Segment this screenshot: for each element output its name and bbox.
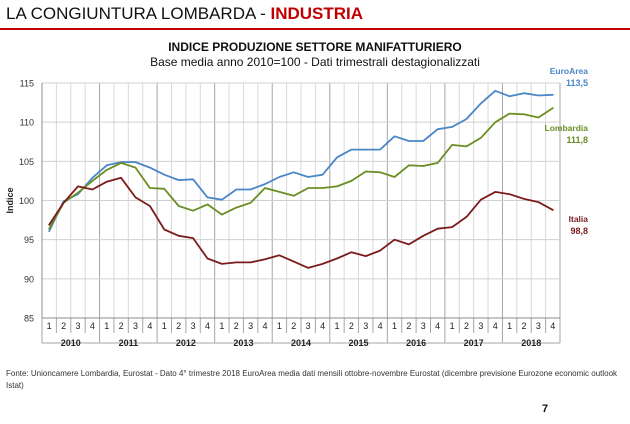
quarter-tick-label: 2	[349, 321, 354, 331]
quarter-tick-label: 3	[478, 321, 483, 331]
series-line-euroarea	[48, 89, 554, 233]
grid-lines	[41, 82, 561, 343]
chart-subtitle: Base media anno 2010=100 - Dati trimestr…	[150, 55, 480, 69]
quarter-tick-label: 3	[75, 321, 80, 331]
year-tick-label: 2016	[406, 338, 426, 348]
quarter-tick-label: 4	[147, 321, 152, 331]
quarter-tick-label: 1	[104, 321, 109, 331]
year-tick-label: 2015	[349, 338, 369, 348]
quarter-tick-label: 4	[435, 321, 440, 331]
quarter-tick-label: 3	[248, 321, 253, 331]
y-tick-label: 110	[20, 118, 34, 128]
quarter-tick-label: 3	[421, 321, 426, 331]
quarter-tick-label: 3	[536, 321, 541, 331]
y-tick-label: 100	[19, 196, 34, 206]
year-tick-label: 2012	[176, 338, 196, 348]
y-tick-label: 105	[19, 157, 34, 167]
quarter-tick-label: 4	[493, 321, 498, 331]
quarter-tick-label: 3	[133, 321, 138, 331]
y-tick-label: 95	[24, 235, 34, 245]
quarter-tick-label: 2	[176, 321, 181, 331]
quarter-tick-label: 3	[363, 321, 368, 331]
quarter-tick-label: 2	[291, 321, 296, 331]
y-tick-label: 115	[20, 79, 34, 89]
y-tick-label: 90	[24, 274, 34, 284]
series-end-label-lombardia: Lombardia	[545, 123, 589, 133]
quarter-tick-label: 1	[392, 321, 397, 331]
page-number: 7	[542, 403, 549, 415]
quarter-tick-label: 2	[234, 321, 239, 331]
quarter-tick-label: 1	[334, 321, 339, 331]
series-end-value-italia: 98,8	[570, 226, 588, 236]
year-tick-label: 2017	[464, 338, 484, 348]
quarter-tick-label: 1	[450, 321, 455, 331]
year-tick-label: 2014	[291, 338, 311, 348]
quarter-tick-label: 4	[320, 321, 325, 331]
quarter-tick-label: 2	[406, 321, 411, 331]
quarter-tick-label: 2	[522, 321, 527, 331]
series-line-italia	[48, 176, 554, 269]
slide-title-accent: INDUSTRIA	[270, 4, 364, 23]
year-tick-label: 2018	[521, 338, 541, 348]
quarter-tick-label: 2	[119, 321, 124, 331]
series-end-label-euroarea: EuroArea	[550, 66, 589, 76]
slide-title: LA CONGIUNTURA LOMBARDA - INDUSTRIA	[6, 4, 363, 24]
year-tick-label: 2010	[61, 338, 81, 348]
series-lines	[48, 89, 554, 269]
series-end-label-italia: Italia	[569, 214, 589, 224]
quarter-tick-label: 1	[507, 321, 512, 331]
year-tick-label: 2011	[119, 338, 139, 348]
quarter-tick-label: 1	[219, 321, 224, 331]
y-axis-label: Indice	[5, 187, 15, 213]
quarter-tick-label: 4	[205, 321, 210, 331]
chart-title: INDICE PRODUZIONE SETTORE MANIFATTURIERO	[168, 40, 462, 54]
quarter-tick-label: 2	[464, 321, 469, 331]
quarter-tick-label: 4	[550, 321, 555, 331]
series-end-value-euroarea: 113,5	[566, 78, 588, 88]
series-end-value-lombardia: 111,8	[566, 135, 588, 145]
title-rule	[0, 28, 630, 30]
quarter-tick-label: 4	[263, 321, 268, 331]
quarter-tick-label: 2	[61, 321, 66, 331]
quarter-tick-label: 1	[47, 321, 52, 331]
quarter-tick-label: 3	[191, 321, 196, 331]
quarter-tick-label: 4	[90, 321, 95, 331]
quarter-tick-label: 4	[378, 321, 383, 331]
y-tick-label: 85	[24, 314, 34, 324]
slide-title-text: LA CONGIUNTURA LOMBARDA -	[6, 4, 271, 23]
year-tick-label: 2013	[233, 338, 253, 348]
quarter-tick-label: 3	[306, 321, 311, 331]
series-line-lombardia	[48, 107, 554, 230]
series-end-labels: EuroArea 113,5 Lombardia 111,8 Italia 98,8	[545, 66, 589, 236]
quarter-tick-label: 1	[277, 321, 282, 331]
source-footnote: Fonte: Unioncamere Lombardia, Eurostat -…	[6, 369, 618, 390]
quarter-tick-label: 1	[162, 321, 167, 331]
